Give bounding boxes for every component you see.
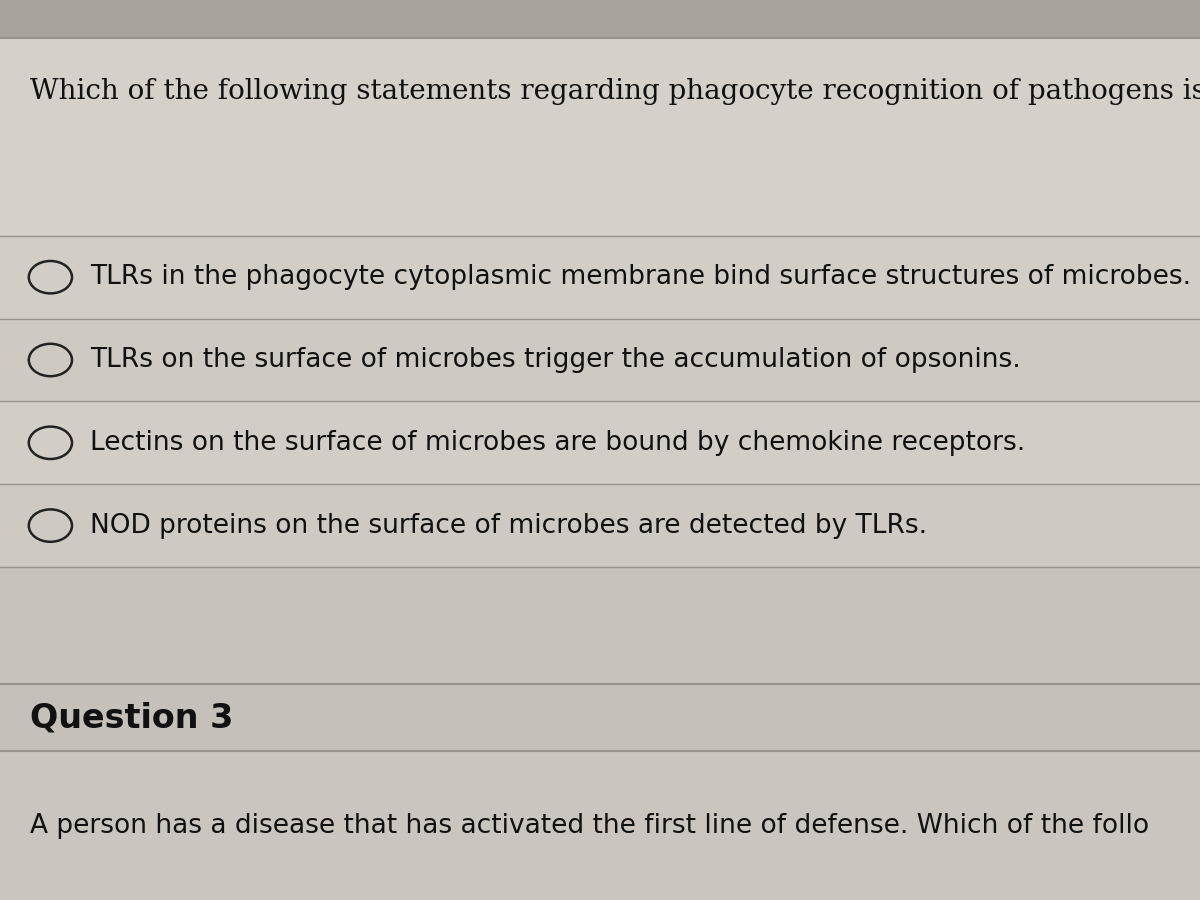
Text: Lectins on the surface of microbes are bound by chemokine receptors.: Lectins on the surface of microbes are b… bbox=[90, 430, 1025, 455]
FancyBboxPatch shape bbox=[0, 684, 1200, 752]
FancyBboxPatch shape bbox=[0, 484, 1200, 567]
FancyBboxPatch shape bbox=[0, 319, 1200, 401]
Text: NOD proteins on the surface of microbes are detected by TLRs.: NOD proteins on the surface of microbes … bbox=[90, 513, 928, 538]
Text: A person has a disease that has activated the first line of defense. Which of th: A person has a disease that has activate… bbox=[30, 813, 1150, 839]
Text: Which of the following statements regarding phagocyte recognition of pathogens i: Which of the following statements regard… bbox=[30, 78, 1200, 105]
Text: TLRs in the phagocyte cytoplasmic membrane bind surface structures of microbes.: TLRs in the phagocyte cytoplasmic membra… bbox=[90, 265, 1192, 290]
FancyBboxPatch shape bbox=[0, 0, 1200, 38]
Text: Question 3: Question 3 bbox=[30, 701, 233, 734]
FancyBboxPatch shape bbox=[0, 38, 1200, 236]
FancyBboxPatch shape bbox=[0, 401, 1200, 484]
FancyBboxPatch shape bbox=[0, 236, 1200, 319]
Text: TLRs on the surface of microbes trigger the accumulation of opsonins.: TLRs on the surface of microbes trigger … bbox=[90, 347, 1021, 373]
FancyBboxPatch shape bbox=[0, 567, 1200, 684]
FancyBboxPatch shape bbox=[0, 752, 1200, 900]
